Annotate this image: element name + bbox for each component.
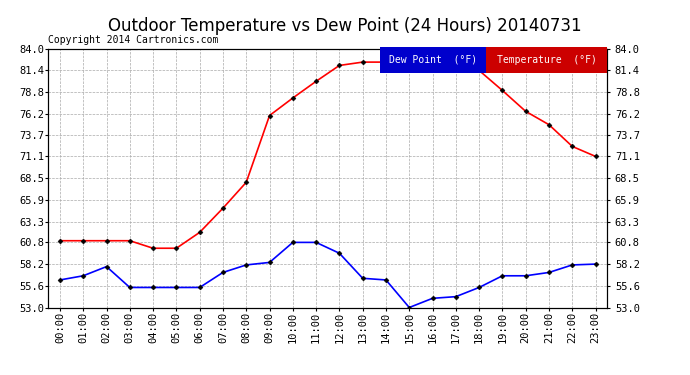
Text: Outdoor Temperature vs Dew Point (24 Hours) 20140731: Outdoor Temperature vs Dew Point (24 Hou… — [108, 17, 582, 35]
Text: Temperature  (°F): Temperature (°F) — [497, 55, 597, 65]
Text: Copyright 2014 Cartronics.com: Copyright 2014 Cartronics.com — [48, 35, 219, 45]
Text: Dew Point  (°F): Dew Point (°F) — [389, 55, 477, 65]
